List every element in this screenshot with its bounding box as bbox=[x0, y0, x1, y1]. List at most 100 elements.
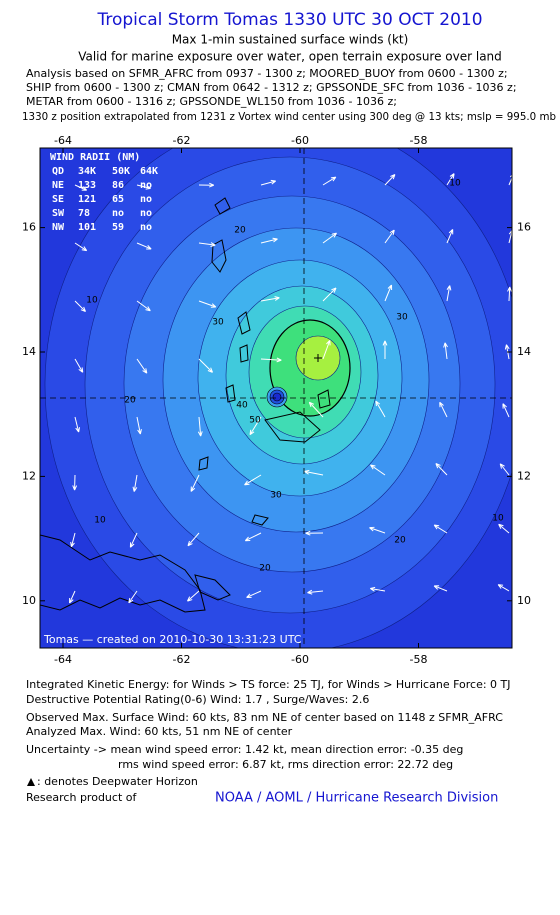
wind-arrow bbox=[446, 173, 455, 186]
position-note: 1330 z position extrapolated from 1231 z… bbox=[22, 110, 556, 123]
wind-arrow bbox=[260, 296, 280, 302]
lat-tick-label: 14 bbox=[517, 345, 531, 358]
lat-tick-label: 12 bbox=[517, 469, 531, 482]
radii-cell: 101 bbox=[78, 222, 96, 233]
wind-arrow bbox=[304, 469, 324, 476]
contour-label: 40 bbox=[236, 401, 248, 411]
uncertainty: rms wind speed error: 6.87 kt, rms direc… bbox=[118, 758, 453, 771]
wind-arrow bbox=[128, 590, 138, 604]
radii-cell: NW bbox=[52, 222, 65, 233]
wind-arrow bbox=[74, 416, 80, 433]
wind-arrow bbox=[498, 523, 510, 534]
wind-arrow bbox=[74, 358, 84, 373]
wind-arrow bbox=[322, 176, 337, 186]
land bbox=[317, 389, 331, 409]
radii-cell: 121 bbox=[78, 194, 96, 205]
analysis-line: Analysis based on SFMR_AFRC from 0937 - … bbox=[26, 67, 508, 80]
lat-tick-label: 10 bbox=[22, 594, 36, 607]
radii-cell: 78 bbox=[78, 208, 90, 219]
radii-cell: SE bbox=[52, 194, 64, 205]
contour-label: 10 bbox=[492, 514, 504, 524]
wind-arrow bbox=[308, 401, 324, 418]
wind-arrow bbox=[305, 530, 324, 536]
wind-arrow bbox=[74, 184, 88, 191]
deepwater-icon bbox=[27, 778, 35, 786]
land bbox=[264, 411, 321, 443]
validity: Valid for marine exposure over water, op… bbox=[78, 50, 502, 64]
wind-arrow bbox=[72, 474, 78, 491]
contour-label: 30 bbox=[396, 313, 408, 323]
wind-arrow bbox=[446, 285, 452, 302]
wind-arrow bbox=[187, 532, 200, 547]
wind-arrow bbox=[129, 532, 138, 548]
wind-arrow bbox=[307, 589, 324, 595]
wind-arrow bbox=[497, 584, 510, 592]
wind-arrow bbox=[375, 400, 386, 418]
uncertainty: Uncertainty -> mean wind speed error: 1.… bbox=[26, 743, 463, 756]
radii-cell: no bbox=[112, 208, 124, 219]
ike: Integrated Kinetic Energy: for Winds > T… bbox=[26, 678, 511, 691]
contour-label: 20 bbox=[259, 564, 271, 574]
contour-label: 10 bbox=[86, 296, 98, 306]
wind-arrow bbox=[187, 590, 200, 602]
radii-cell: NE bbox=[52, 180, 64, 191]
wind-arrow bbox=[260, 357, 282, 363]
wind-arrow bbox=[198, 358, 214, 373]
land bbox=[214, 197, 231, 215]
wind-arrow bbox=[508, 174, 512, 186]
radii-title: WIND RADII (NM) bbox=[50, 152, 140, 163]
wind-arrow bbox=[69, 590, 76, 604]
radii-cell: no bbox=[140, 180, 152, 191]
lon-tick-label: -62 bbox=[173, 134, 191, 147]
wind-arrow bbox=[132, 474, 138, 492]
land bbox=[211, 239, 227, 273]
wind-arrow bbox=[322, 232, 338, 244]
contour-label: 10 bbox=[94, 516, 106, 526]
lat-tick-label: 12 bbox=[22, 469, 36, 482]
radii-cell: no bbox=[140, 194, 152, 205]
radii-cell: 65 bbox=[112, 194, 124, 205]
wind-arrow bbox=[136, 242, 152, 250]
land bbox=[194, 574, 231, 601]
radii-cell: 86 bbox=[112, 180, 124, 191]
lat-tick-label: 16 bbox=[22, 221, 36, 234]
wind-arrow bbox=[433, 585, 448, 592]
lon-tick-label: -64 bbox=[54, 653, 72, 666]
radii-header: 50K bbox=[112, 166, 130, 177]
org-link[interactable]: NOAA / AOML / Hurricane Research Divisio… bbox=[215, 791, 498, 806]
map-frame bbox=[39, 147, 513, 649]
wind-arrow bbox=[197, 416, 203, 437]
radii-header: QD bbox=[52, 166, 64, 177]
subtitle: Max 1-min sustained surface winds (kt) bbox=[172, 33, 409, 47]
wind-arrow bbox=[249, 416, 262, 436]
wind-arrow bbox=[136, 416, 142, 435]
wind-arrow bbox=[260, 179, 277, 186]
observed: Observed Max. Surface Wind: 60 kts, 83 n… bbox=[26, 711, 503, 724]
contour-label: 20 bbox=[124, 396, 136, 406]
title: Tropical Storm Tomas 1330 UTC 30 OCT 201… bbox=[96, 10, 482, 30]
wind-arrow bbox=[198, 242, 216, 247]
wind-arrow bbox=[322, 340, 331, 360]
max-wind-marker bbox=[314, 354, 322, 362]
land bbox=[237, 311, 251, 335]
wind-arrow bbox=[244, 474, 262, 486]
wind-arrow bbox=[260, 237, 278, 244]
wind-arrow bbox=[384, 174, 396, 186]
eye-ring bbox=[272, 392, 282, 402]
land bbox=[225, 384, 236, 403]
dpr: Destructive Potential Rating(0-6) Wind: … bbox=[26, 693, 369, 706]
radii-cell: no bbox=[140, 208, 152, 219]
land bbox=[198, 456, 209, 471]
contour-label: 50 bbox=[249, 416, 261, 426]
lon-tick-label: -62 bbox=[173, 653, 191, 666]
lat-tick-label: 14 bbox=[22, 345, 36, 358]
wind-arrow bbox=[136, 184, 151, 190]
wind-arrow bbox=[246, 590, 262, 598]
wind-arrow bbox=[384, 284, 393, 302]
wind-arrow bbox=[198, 300, 217, 308]
credit: Tomas — created on 2010-10-30 13:31:23 U… bbox=[43, 633, 302, 646]
lat-tick-label: 10 bbox=[517, 594, 531, 607]
lon-tick-label: -60 bbox=[291, 653, 309, 666]
